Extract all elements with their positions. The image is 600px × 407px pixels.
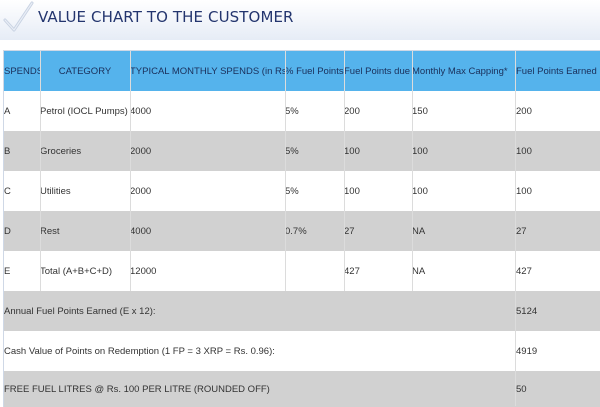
cell-fuel-points-due: 100: [344, 145, 360, 157]
page-title: VALUE CHART TO THE CUSTOMER: [38, 8, 294, 26]
column-divider: [515, 51, 516, 406]
cell-category: Total (A+B+C+D): [40, 265, 113, 277]
cell-fuel-points-earned: 100: [516, 185, 532, 197]
summary-row-annual-points: Annual Fuel Points Earned (E x 12): 5124: [4, 291, 600, 331]
cell-spends: B: [4, 145, 11, 157]
cell-typical-spends: 2000: [130, 145, 152, 157]
cell-spends: C: [4, 185, 11, 197]
table-row: A Petrol (IOCL Pumps) 4000 5% 200 150 20…: [4, 91, 600, 131]
summary-value: 50: [516, 384, 527, 395]
value-chart-table: SPENDS CATEGORY TYPICAL MONTHLY SPENDS (…: [3, 50, 600, 407]
summary-label: Cash Value of Points on Redemption (1 FP…: [4, 345, 275, 357]
cell-fuel-points-percent: 0.7%: [285, 225, 307, 237]
column-divider: [412, 51, 413, 291]
cell-typical-spends: 2000: [130, 185, 152, 197]
column-divider: [40, 51, 41, 291]
table-row: B Groceries 2000 5% 100 100 100: [4, 131, 600, 171]
cell-spends: E: [4, 265, 11, 277]
cell-fuel-points-earned: 427: [516, 265, 532, 277]
cell-max-capping: NA: [412, 265, 426, 277]
table-row: E Total (A+B+C+D) 12000 427 NA 427: [4, 251, 600, 291]
cell-typical-spends: 4000: [130, 105, 152, 117]
cell-category: Rest: [40, 225, 60, 237]
column-divider: [344, 51, 345, 291]
table-row: C Utilities 2000 5% 100 100 100: [4, 171, 600, 211]
cell-max-capping: 100: [412, 185, 428, 197]
summary-row-free-fuel-litres: FREE FUEL LITRES @ Rs. 100 PER LITRE (RO…: [4, 371, 600, 407]
cell-fuel-points-due: 27: [344, 225, 355, 237]
summary-label: Annual Fuel Points Earned (E x 12):: [4, 305, 156, 317]
header-fuel-points-earned: Fuel Points Earned: [516, 65, 597, 77]
header-fuel-points-percent: % Fuel Points: [285, 65, 344, 77]
cell-fuel-points-percent: 5%: [285, 105, 299, 117]
cell-max-capping: 150: [412, 105, 428, 117]
cell-fuel-points-due: 100: [344, 185, 360, 197]
header-monthly-max-capping: Monthly Max Capping*: [412, 65, 508, 77]
cell-fuel-points-earned: 100: [516, 145, 532, 157]
cell-category: Petrol (IOCL Pumps): [40, 105, 128, 117]
header-bar: VALUE CHART TO THE CUSTOMER: [0, 0, 600, 40]
cell-fuel-points-due: 200: [344, 105, 360, 117]
header-fuel-points-due: Fuel Points due: [344, 65, 411, 77]
cell-max-capping: 100: [412, 145, 428, 157]
column-divider: [130, 51, 131, 291]
cell-fuel-points-percent: 5%: [285, 185, 299, 197]
cell-category: Groceries: [40, 145, 82, 157]
summary-row-cash-value: Cash Value of Points on Redemption (1 FP…: [4, 331, 600, 371]
cell-spends: A: [4, 105, 11, 117]
cell-fuel-points-percent: [285, 251, 344, 291]
cell-fuel-points-due: 427: [344, 265, 360, 277]
cell-fuel-points-earned: 200: [516, 105, 532, 117]
table-header-row: SPENDS CATEGORY TYPICAL MONTHLY SPENDS (…: [4, 51, 600, 91]
cell-fuel-points-percent: 5%: [285, 145, 299, 157]
cell-typical-spends: 4000: [130, 225, 152, 237]
header-category: CATEGORY: [58, 65, 112, 77]
cell-category: Utilities: [40, 185, 71, 197]
header-typical-monthly-spends: TYPICAL MONTHLY SPENDS (in Rs.): [130, 65, 285, 77]
cell-typical-spends: 12000: [130, 265, 157, 277]
column-divider: [285, 51, 286, 291]
checkmark-icon: [3, 1, 34, 32]
summary-label: FREE FUEL LITRES @ Rs. 100 PER LITRE (RO…: [4, 384, 270, 395]
summary-value: 4919: [516, 345, 538, 357]
table-row: D Rest 4000 0.7% 27 NA 27: [4, 211, 600, 251]
cell-spends: D: [4, 225, 11, 237]
header-spends: SPENDS: [4, 65, 40, 77]
cell-max-capping: NA: [412, 225, 426, 237]
summary-value: 5124: [516, 305, 538, 317]
cell-fuel-points-earned: 27: [516, 225, 527, 237]
